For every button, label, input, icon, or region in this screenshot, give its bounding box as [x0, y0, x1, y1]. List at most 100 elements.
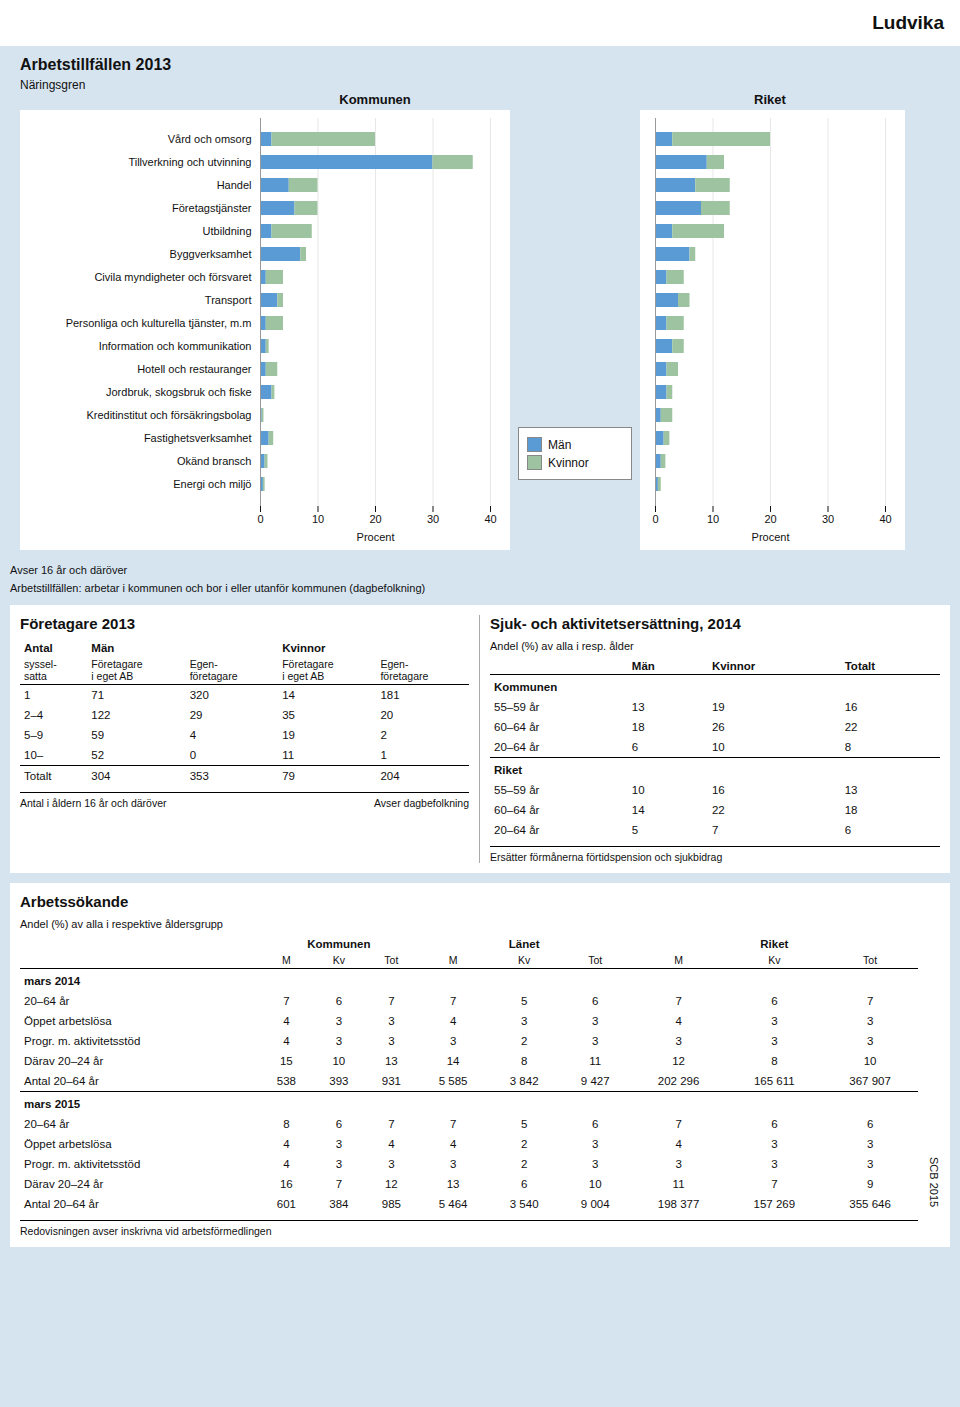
html-text:Kvinnor: Kvinnor	[282, 642, 326, 655]
html-text:Totalt: Totalt	[24, 770, 52, 783]
html-text:Kommunen: Kommunen	[307, 938, 371, 951]
svg-text:Personliga och kulturella tjän: Personliga och kulturella tjänster, m.m	[66, 317, 252, 329]
html-text:59: 59	[91, 729, 105, 742]
html-text:2–4: 2–4	[24, 709, 44, 722]
svg-text:Fastighetsverksamhet: Fastighetsverksamhet	[144, 432, 252, 444]
svg-text:10: 10	[707, 513, 719, 525]
svg-text:Företagstjänster: Företagstjänster	[172, 202, 252, 214]
svg-text:Okänd bransch: Okänd bransch	[177, 455, 252, 467]
html-text:29: 29	[189, 709, 203, 722]
html-text:19: 19	[282, 729, 295, 742]
html-text:204: 204	[380, 770, 400, 783]
svg-text:Information och kommunikation: Information och kommunikation	[99, 340, 252, 352]
html-text:14: 14	[282, 689, 295, 702]
html-text:11: 11	[282, 749, 295, 762]
html-text:Egen- företagare: Egen- företagare	[189, 658, 238, 683]
html-text:Kvinnor: Kvinnor	[548, 455, 589, 470]
html-text:Kvinnor: Kvinnor	[711, 660, 756, 673]
html-text:181: 181	[380, 689, 400, 702]
svg-text:20: 20	[369, 513, 381, 525]
html-text:Kv: Kv	[332, 954, 345, 967]
html-text:20–64 år: 20–64 år	[494, 824, 540, 837]
svg-text:40: 40	[484, 513, 496, 525]
svg-text:Procent: Procent	[752, 531, 790, 543]
html-text:320: 320	[189, 689, 209, 702]
html-text:Kommunen: Kommunen	[494, 681, 558, 694]
svg-text:Jordbruk, skogsbruk och fiske: Jordbruk, skogsbruk och fiske	[106, 386, 252, 398]
svg-text:Civila myndigheter och försvar: Civila myndigheter och försvaret	[94, 271, 251, 283]
html-text:55–59 år: 55–59 år	[494, 701, 540, 714]
html-text:26: 26	[711, 721, 725, 734]
svg-text:Utbildning: Utbildning	[203, 225, 252, 237]
html-text:Kommunen: Kommunen	[339, 92, 411, 107]
svg-text:Kreditinstitut och försäkrings: Kreditinstitut och försäkringsbolag	[86, 409, 251, 421]
html-text:22: 22	[711, 804, 725, 817]
svg-text:30: 30	[427, 513, 439, 525]
html-text:Företagare i eget AB: Företagare i eget AB	[91, 658, 143, 683]
svg-text:Procent: Procent	[357, 531, 395, 543]
html-text:16: 16	[844, 701, 858, 714]
svg-text:10: 10	[312, 513, 324, 525]
svg-text:Vård och omsorg: Vård och omsorg	[168, 133, 252, 145]
svg-text:Handel: Handel	[217, 179, 252, 191]
svg-text:Byggverksamhet: Byggverksamhet	[170, 248, 252, 260]
svg-text:30: 30	[822, 513, 834, 525]
svg-text:Energi och miljö: Energi och miljö	[173, 478, 251, 490]
html-text:60–64 år: 60–64 år	[494, 721, 540, 734]
html-text:10: 10	[711, 741, 725, 754]
html-text:13: 13	[844, 784, 858, 797]
html-text:Länet: Länet	[508, 938, 540, 951]
html-text:304: 304	[91, 770, 111, 783]
svg-text:Hotell och restauranger: Hotell och restauranger	[137, 363, 252, 375]
svg-text:Transport: Transport	[205, 294, 252, 306]
html-text:353: 353	[189, 770, 209, 783]
html-text:Ludvika: Ludvika	[872, 12, 944, 33]
html-text:syssel- satta: syssel- satta	[24, 658, 57, 683]
html-text:60–64 år: 60–64 år	[494, 804, 540, 817]
html-text:35: 35	[282, 709, 295, 722]
svg-text:Tillverkning och utvinning: Tillverkning och utvinning	[128, 156, 251, 168]
html-text:55–59 år: 55–59 år	[494, 784, 540, 797]
html-text:Näringsgren: Näringsgren	[20, 78, 86, 92]
html-text:14: 14	[631, 804, 645, 817]
html-text:18: 18	[631, 721, 645, 734]
html-text:22: 22	[844, 721, 858, 734]
html-text:16: 16	[711, 784, 725, 797]
html-text:Ersätter förmånerna förtidspen: Ersätter förmånerna förtidspension och s…	[490, 851, 723, 864]
html-text:Totalt: Totalt	[844, 660, 876, 673]
svg-text:40: 40	[879, 513, 891, 525]
html-text:Avser dagbefolkning: Avser dagbefolkning	[374, 797, 469, 810]
html-text:Riket: Riket	[760, 938, 789, 951]
svg-text:0: 0	[652, 513, 658, 525]
html-text:Män: Män	[91, 642, 115, 655]
html-text:71: 71	[91, 689, 105, 702]
html-text:13: 13	[631, 701, 645, 714]
html-text:10–: 10–	[24, 749, 44, 762]
html-text:Företagare i eget AB: Företagare i eget AB	[282, 658, 334, 683]
html-text:Egen- företagare: Egen- företagare	[380, 658, 429, 683]
html-text:Riket: Riket	[494, 764, 523, 777]
html-text:18: 18	[844, 804, 858, 817]
html-text:Arbetstillfällen 2013: Arbetstillfällen 2013	[20, 56, 172, 73]
html-text:Män: Män	[548, 437, 572, 452]
html-text:20–64 år: 20–64 år	[494, 741, 540, 754]
html-text:Andel (%) av alla i respektive: Andel (%) av alla i respektive åldersgru…	[20, 918, 223, 931]
html-text:10: 10	[631, 784, 645, 797]
html-text:79: 79	[282, 770, 295, 783]
html-text:52: 52	[91, 749, 105, 762]
html-text:Företagare 2013: Företagare 2013	[20, 615, 136, 633]
html-text:Andel (%) av alla i resp. ålde: Andel (%) av alla i resp. ålder	[490, 640, 634, 653]
html-text:Riket: Riket	[754, 92, 786, 107]
html-text:Män: Män	[631, 660, 655, 673]
svg-text:0: 0	[257, 513, 263, 525]
svg-text:20: 20	[764, 513, 776, 525]
html-text:Antal: Antal	[24, 642, 53, 655]
html-text:Arbetssökande: Arbetssökande	[20, 893, 129, 911]
html-text:Arbetstillfällen: arbetar i ko: Arbetstillfällen: arbetar i kommunen och…	[10, 581, 426, 594]
html-text:Antal i åldern 16 år och däröv: Antal i åldern 16 år och däröver	[20, 797, 167, 810]
html-text:20: 20	[380, 709, 394, 722]
html-text:122: 122	[91, 709, 111, 722]
html-text:Sjuk- och aktivitetsersättning: Sjuk- och aktivitetsersättning, 2014	[490, 615, 741, 633]
html-text:5–9: 5–9	[24, 729, 44, 742]
html-text:19: 19	[711, 701, 725, 714]
